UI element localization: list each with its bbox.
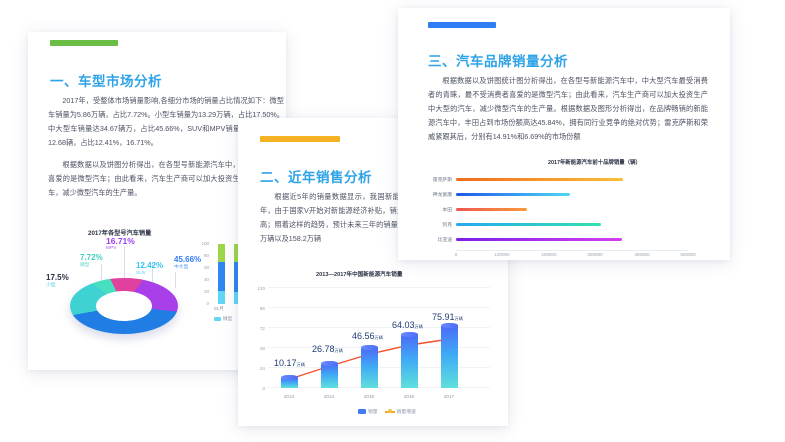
pie-label-suv: 12.42% SUV [136,261,164,276]
stacked-bar-01 [218,244,225,304]
card2-chart-title: 2013—2017年中国新能源汽车销量 [316,272,403,278]
card3-body: 根据数据以及饼图统计图分析得出，在各型号新能源汽车中，中大型汽车最受消费者的青睐… [428,74,708,144]
c2-legend: 销量 销量增速 [358,408,416,415]
pie-label-large-pct: 45.66% [174,255,202,264]
hbar-label-4: 凯克 [442,223,452,228]
hbar-fill-2 [456,192,570,196]
leader-line-large [175,272,176,288]
card2-title: 二、近年销售分析 [260,170,372,185]
c2-value-2013: 10.17万辆 [274,358,305,368]
column-chart-yearly-sales: 0 24 48 72 96 120 [257,286,490,399]
c2-tick-0: 0 [262,386,265,391]
hbar-label-1: 雷克萨斯 [432,178,452,183]
sb-legend-micro: 微型 [214,316,232,322]
c2-value-2017: 75.91万辆 [432,312,463,322]
accent-bar-orange [260,136,340,142]
pie-label-micro-name: 微型 [80,262,90,268]
card1-body: 2017年，受整体市场销量影响,各细分市场的销量占比情况如下：微型车销量为5.8… [48,94,284,200]
card3-title: 三、汽车品牌销量分析 [428,54,568,69]
c2-legend-growth: 销量增速 [384,408,416,415]
pie-label-mpv: 16.71% MPV [106,236,135,252]
hbar-fill-3 [456,207,527,211]
accent-bar-green [50,40,118,46]
pie-label-suv-pct: 12.42% [136,261,164,270]
hbar-row-3: 本田 [442,204,688,216]
hbar-fill-1 [456,177,623,181]
c2-value-2016: 64.03万辆 [392,320,423,330]
hx-tick-0: 0 [454,252,458,257]
pie-label-mpv-name: MPV [106,246,117,252]
hx-tick-200000: 200000 [541,252,557,257]
sb-tick-40: 40 [204,277,209,282]
hbar-row-1: 雷克萨斯 [433,174,688,186]
hbar-label-5: 比亚迪 [437,238,452,243]
c2-xlabel-2016: 2016 [403,394,415,399]
hbar-row-4: 凯克 [442,219,688,231]
leader-line-suv [152,264,153,286]
card2-body: 根据近5年的销量数据显示，我国新能源汽车销量逐年上升，2014年，由于国家V开始… [260,190,492,246]
donut-chart-car-type [70,278,178,334]
c2-tick-120: 120 [257,286,265,291]
c2-legend-sales: 销量 [358,408,378,415]
c2-tick-96: 96 [259,306,265,311]
pie-label-micro: 7.72% 微型 [80,253,103,268]
c2-tick-72: 72 [259,326,265,331]
pie-label-small-name: 小型 [46,282,56,288]
stacked-bar-03 [234,244,241,304]
leader-line-mpv [124,246,125,282]
hbar-row-5: 比亚迪 [438,234,688,246]
c2-tick-48: 48 [259,346,265,351]
card1-paragraph-2: 根据数据以及饼图分析得出，在各型号新能源汽车中，最不受消费者喜爱的是微型汽车；由… [48,160,284,198]
c2-bar-2014 [321,361,338,388]
sb-xlabel-1: 01月 [214,306,224,311]
c2-xlabel-2017: 2017 [443,394,455,399]
hbar-label-3: 本田 [442,208,452,213]
sb-tick-60: 60 [204,265,209,270]
sb-tick-100: 100 [201,241,209,246]
c2-value-2014: 26.78万辆 [312,344,343,354]
hbar-fill-4 [456,222,601,226]
pie-label-mpv-pct: 16.71% [106,236,135,246]
c2-bar-2015 [361,345,378,388]
leader-line-micro [101,264,102,286]
hbar-label-2: 神龙富康 [432,193,452,198]
accent-bar-blue [428,22,496,28]
pie-label-large-name: 中大型 [174,264,189,270]
horizontal-bar-chart-brands: 雷克萨斯 神龙富康 本田 凯克 比亚迪 0 100000 20000 [433,174,696,257]
sb-tick-80: 80 [204,253,209,258]
c2-bar-2013 [281,375,298,388]
card3-chart-title: 2017年新能源汽车前十品牌销量（辆） [548,160,641,166]
pie-label-suv-name: SUV [136,270,146,276]
c2-xlabel-2014: 2014 [323,394,335,399]
c2-bar-2017 [441,323,458,388]
sb-tick-0: 0 [206,301,209,306]
c2-value-2015: 46.56万辆 [352,331,383,341]
hx-tick-400000: 400000 [634,252,650,257]
hx-tick-100000: 100000 [494,252,510,257]
donut-ring [70,278,178,334]
c2-xlabel-2013: 2013 [283,394,295,399]
sb-tick-20: 20 [204,289,209,294]
card2-paragraph-1: 根据近5年的销量数据显示，我国新能源汽车销量逐年上升，2014年，由于国家V开始… [260,192,492,244]
c2-xlabel-2015: 2015 [363,394,375,399]
c2-tick-24: 24 [259,366,265,371]
c2-bar-2016 [401,332,418,388]
hx-tick-500000: 500000 [680,252,696,257]
pie-label-small-pct: 17.5% [46,273,69,282]
card1-paragraph-1: 2017年，受整体市场销量影响,各细分市场的销量占比情况如下：微型车销量为5.8… [48,96,284,148]
hx-tick-300000: 300000 [587,252,603,257]
hbar-row-2: 神龙富康 [433,189,688,201]
pie-label-micro-pct: 7.72% [80,253,103,262]
pie-label-large: 45.66% 中大型 [174,255,202,270]
card3-paragraph-1: 根据数据以及饼图统计图分析得出，在各型号新能源汽车中，中大型汽车最受消费者的青睐… [428,76,708,142]
hbar-fill-5 [456,237,622,241]
card-brand-sales-analysis: 三、汽车品牌销量分析 根据数据以及饼图统计图分析得出，在各型号新能源汽车中，中大… [398,8,730,260]
card1-title: 一、车型市场分析 [50,74,162,89]
card1-chart-title: 2017年各型号汽车销量 [88,230,152,237]
hbar-axis-line [456,250,688,251]
pie-label-small: 17.5% 小型 [46,273,69,288]
